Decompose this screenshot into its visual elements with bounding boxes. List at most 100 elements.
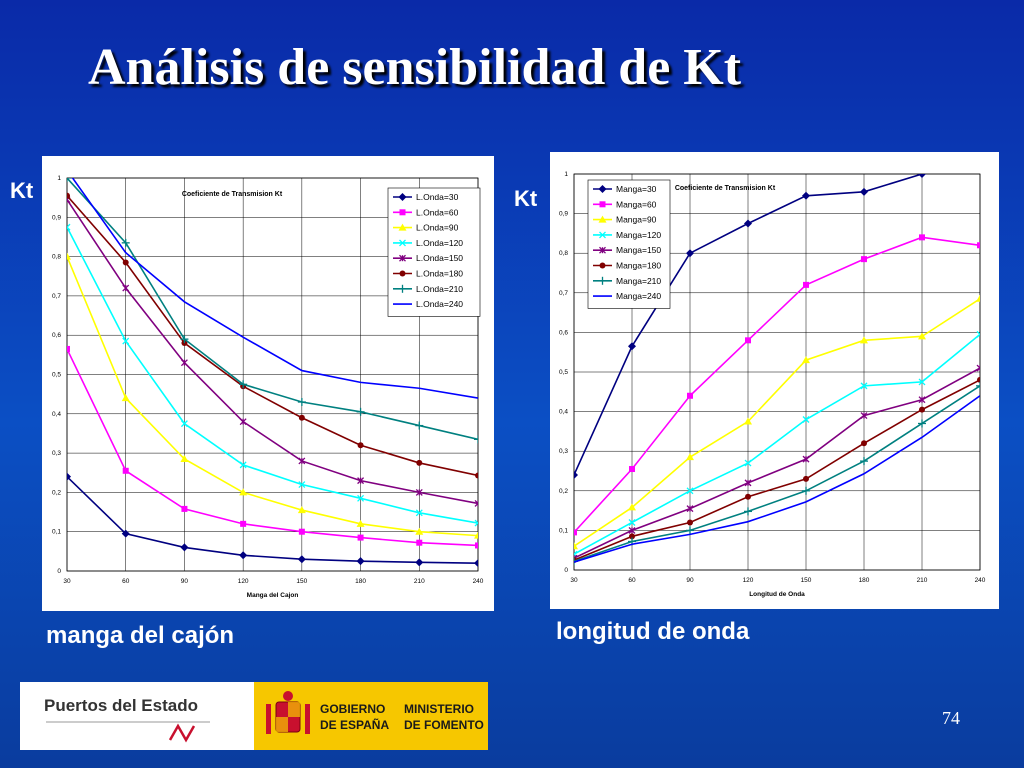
y-tick-label: 0,9: [52, 214, 61, 221]
coat-of-arms-icon: [266, 691, 310, 734]
data-point: [180, 335, 189, 344]
x-tick-label: 30: [570, 577, 578, 584]
series-line: [67, 256, 478, 537]
data-point: [298, 414, 305, 421]
left-caption: manga del cajón: [46, 622, 235, 649]
gobierno-line2: DE ESPAÑA: [320, 718, 390, 732]
legend-label: L.Onda=180: [416, 269, 463, 279]
data-point: [415, 558, 424, 567]
legend-marker: [598, 215, 607, 223]
data-point: [628, 526, 636, 534]
data-point: [628, 503, 636, 511]
data-point: [686, 453, 694, 461]
legend-label: L.Onda=240: [416, 299, 463, 309]
legend-marker: [598, 276, 607, 285]
series-line: [67, 199, 478, 505]
y-tick-label: 0,6: [52, 332, 61, 339]
data-point: [298, 481, 306, 488]
plot-area-border: [66, 177, 479, 572]
chart-title: Coeficiente de Transmision Kt: [675, 185, 776, 192]
legend-label: L.Onda=60: [416, 207, 459, 217]
series-line: [71, 178, 478, 399]
y-tick-label: 0,2: [559, 488, 568, 495]
data-point: [629, 466, 635, 473]
data-point: [803, 281, 809, 288]
y-tick-label: 0,9: [559, 211, 568, 218]
legend-label: Manga=30: [616, 184, 657, 194]
data-point: [181, 505, 188, 512]
data-point: [919, 234, 925, 241]
data-point: [686, 487, 694, 495]
slide-title: Análisis de sensibilidad de Kt: [88, 39, 742, 96]
legend-label: Manga=60: [616, 199, 657, 209]
x-tick-label: 240: [473, 578, 484, 585]
gobierno-line1: GOBIERNO: [320, 702, 386, 716]
legend-label: L.Onda=120: [416, 238, 463, 248]
legend-marker: [599, 262, 606, 269]
x-tick-label: 150: [801, 577, 812, 584]
gobierno-logo: GOBIERNO DE ESPAÑA MINISTERIO DE FOMENTO: [254, 682, 488, 750]
page-number: 74: [942, 708, 960, 728]
left-chart: 0 0,1 0,2 0,3 0,4 0,5 0,6 0,7 0,8 0,9 1 30 60 90 120 15…: [52, 175, 484, 599]
data-point: [415, 488, 423, 496]
ministerio-line1: MINISTERIO: [404, 702, 475, 716]
ministerio-line2: DE FOMENTO: [404, 718, 484, 732]
data-point: [860, 457, 868, 466]
data-point: [297, 555, 306, 564]
right-chart-kt-label: Kt: [514, 186, 538, 211]
data-point: [802, 486, 810, 495]
series-line: [574, 174, 928, 476]
data-point: [745, 493, 751, 500]
data-point: [977, 242, 980, 249]
data-point: [744, 417, 752, 425]
right-caption: longitud de onda: [556, 618, 750, 645]
series-line: [574, 379, 980, 561]
data-point: [356, 519, 365, 527]
data-point: [122, 284, 130, 292]
x-tick-label: 60: [122, 578, 130, 585]
data-point: [122, 337, 130, 345]
data-point: [744, 479, 752, 487]
data-point: [976, 364, 980, 372]
legend-label: Manga=210: [616, 276, 661, 286]
data-point: [239, 418, 247, 426]
data-point: [180, 454, 189, 462]
x-tick-label: 210: [917, 577, 928, 584]
data-point: [121, 238, 130, 247]
right-chart-panel: 0 0,1 0,2 0,3 0,4 0,5 0,6 0,7 0,8 0,9 1 30 60 90 120 15…: [550, 152, 999, 609]
data-point: [357, 442, 364, 449]
data-point: [357, 477, 365, 485]
data-point: [356, 557, 365, 566]
data-point: [121, 529, 130, 538]
data-point: [918, 174, 926, 178]
data-point: [415, 509, 423, 517]
x-tick-label: 30: [63, 578, 71, 585]
puertos-del-estado-logo: Puertos del Estado: [20, 682, 254, 750]
data-point: [628, 342, 636, 351]
left-chart-kt-label: Kt: [10, 178, 34, 203]
data-point: [416, 459, 423, 466]
y-tick-label: 0,2: [52, 489, 61, 496]
data-point: [744, 219, 752, 228]
data-point: [976, 162, 984, 170]
data-point: [180, 359, 188, 367]
legend-label: L.Onda=30: [416, 192, 459, 202]
data-point: [357, 494, 365, 502]
legend-marker: [599, 201, 606, 208]
data-point: [415, 421, 424, 430]
legend-label: Manga=90: [616, 215, 657, 225]
data-point: [180, 420, 188, 428]
data-point: [297, 398, 306, 407]
x-axis-label: Manga del Cajon: [247, 592, 299, 599]
x-tick-label: 90: [181, 578, 189, 585]
data-point: [121, 394, 130, 402]
puertos-label: Puertos del Estado: [44, 696, 198, 715]
series-line: [67, 195, 478, 477]
y-tick-label: 0,8: [559, 250, 568, 257]
data-point: [919, 406, 925, 413]
data-point: [67, 345, 70, 352]
data-point: [474, 499, 478, 507]
legend-marker: [399, 254, 406, 262]
x-tick-label: 240: [975, 577, 986, 584]
data-point: [686, 249, 694, 258]
